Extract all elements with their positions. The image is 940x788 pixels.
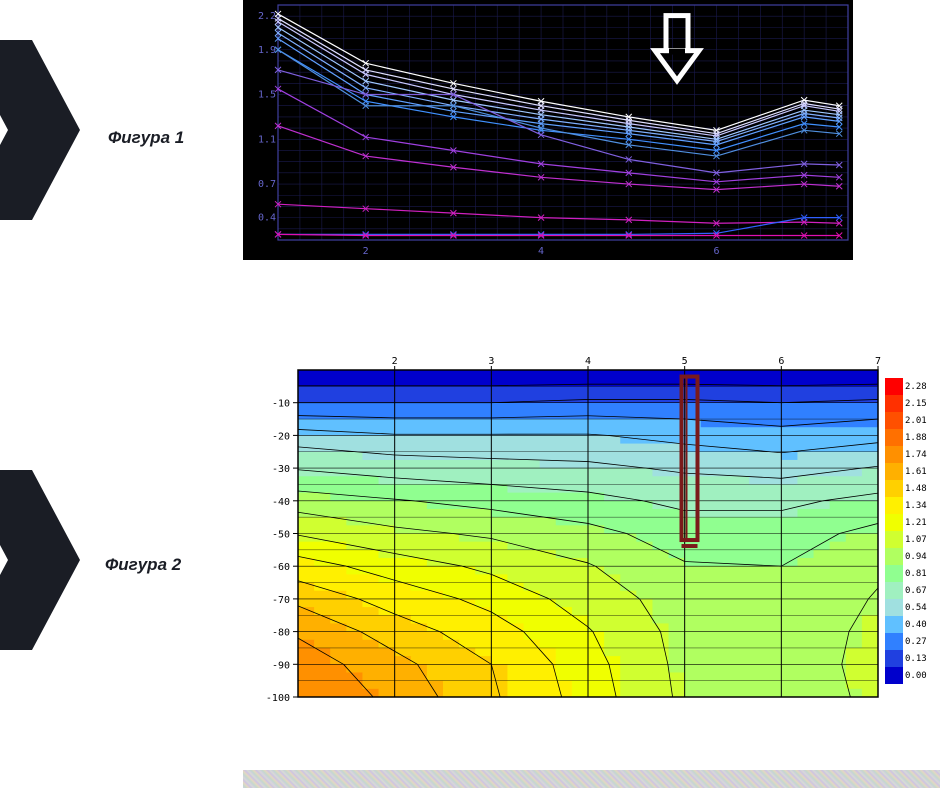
legend-swatch bbox=[885, 565, 903, 582]
figure2-label: Фигура 2 bbox=[105, 555, 181, 575]
svg-text:1.5: 1.5 bbox=[258, 90, 276, 101]
legend-row: 1.07 bbox=[885, 531, 940, 548]
svg-text:1.1: 1.1 bbox=[258, 134, 276, 145]
contour-heatmap: 2 3 4 5 6 7 -10 -20 -30 -40 -50 -60 -70 -80 -90 -100 2.… bbox=[243, 350, 940, 702]
chevron-decor-2 bbox=[0, 470, 80, 650]
legend-value: 0.67 bbox=[905, 586, 927, 596]
svg-text:-30: -30 bbox=[272, 464, 290, 475]
legend-value: 2.28 bbox=[905, 382, 927, 392]
legend-row: 0.94 bbox=[885, 548, 940, 565]
chevron-decor-1 bbox=[0, 40, 80, 220]
legend-row: 0.67 bbox=[885, 582, 940, 599]
svg-text:-60: -60 bbox=[272, 562, 290, 573]
legend-swatch bbox=[885, 480, 903, 497]
svg-text:2: 2 bbox=[363, 246, 369, 257]
svg-text:4: 4 bbox=[538, 246, 544, 257]
legend-row: 1.48 bbox=[885, 480, 940, 497]
legend-swatch bbox=[885, 378, 903, 395]
svg-text:4: 4 bbox=[585, 356, 591, 367]
svg-text:-20: -20 bbox=[272, 431, 290, 442]
legend-row: 2.28 bbox=[885, 378, 940, 395]
legend-value: 2.01 bbox=[905, 416, 927, 426]
legend-value: 0.94 bbox=[905, 552, 927, 562]
legend-swatch bbox=[885, 497, 903, 514]
legend-value: 1.34 bbox=[905, 501, 927, 511]
legend-row: 0.81 bbox=[885, 565, 940, 582]
legend-swatch bbox=[885, 599, 903, 616]
legend-swatch bbox=[885, 667, 903, 684]
svg-text:-100: -100 bbox=[266, 693, 290, 702]
legend-value: 1.07 bbox=[905, 535, 927, 545]
svg-text:1.9: 1.9 bbox=[258, 45, 276, 56]
legend-row: 0.27 bbox=[885, 633, 940, 650]
svg-text:0.4: 0.4 bbox=[258, 213, 276, 224]
svg-text:5: 5 bbox=[682, 356, 688, 367]
legend-swatch bbox=[885, 650, 903, 667]
legend-row: 2.15 bbox=[885, 395, 940, 412]
legend-swatch bbox=[885, 616, 903, 633]
line-chart-svg: 0.4 0.7 1.1 1.5 1.9 2.2 2 4 6 bbox=[243, 0, 853, 260]
line-chart: 0.4 0.7 1.1 1.5 1.9 2.2 2 4 6 bbox=[243, 0, 853, 260]
legend-swatch bbox=[885, 429, 903, 446]
legend-row: 1.34 bbox=[885, 497, 940, 514]
legend-swatch bbox=[885, 633, 903, 650]
svg-text:2: 2 bbox=[392, 356, 398, 367]
svg-text:3: 3 bbox=[488, 356, 494, 367]
legend-row: 2.01 bbox=[885, 412, 940, 429]
legend-row: 1.21 bbox=[885, 514, 940, 531]
legend-swatch bbox=[885, 446, 903, 463]
legend-row: 0.13 bbox=[885, 650, 940, 667]
legend-swatch bbox=[885, 582, 903, 599]
svg-text:6: 6 bbox=[778, 356, 784, 367]
heatmap-svg: 2 3 4 5 6 7 -10 -20 -30 -40 -50 -60 -70 -80 -90 -100 bbox=[243, 350, 883, 702]
legend-value: 0.13 bbox=[905, 654, 927, 664]
svg-text:-70: -70 bbox=[272, 595, 290, 606]
noise-strip bbox=[243, 770, 940, 788]
legend-row: 1.61 bbox=[885, 463, 940, 480]
svg-text:-40: -40 bbox=[272, 497, 290, 508]
legend-row: 0.00 bbox=[885, 667, 940, 684]
legend-swatch bbox=[885, 463, 903, 480]
legend-swatch bbox=[885, 412, 903, 429]
figure1-label: Фигура 1 bbox=[108, 128, 184, 148]
legend-value: 1.74 bbox=[905, 450, 927, 460]
svg-text:0.7: 0.7 bbox=[258, 179, 276, 190]
legend-value: 2.15 bbox=[905, 399, 927, 409]
legend-row: 0.54 bbox=[885, 599, 940, 616]
legend-value: 1.88 bbox=[905, 433, 927, 443]
legend-swatch bbox=[885, 548, 903, 565]
svg-text:-80: -80 bbox=[272, 628, 290, 639]
svg-text:-50: -50 bbox=[272, 530, 290, 541]
legend-value: 1.61 bbox=[905, 467, 927, 477]
svg-text:-10: -10 bbox=[272, 399, 290, 410]
legend-row: 1.88 bbox=[885, 429, 940, 446]
legend-value: 0.81 bbox=[905, 569, 927, 579]
legend-swatch bbox=[885, 395, 903, 412]
svg-text:6: 6 bbox=[713, 246, 719, 257]
svg-text:-90: -90 bbox=[272, 660, 290, 671]
legend-swatch bbox=[885, 531, 903, 548]
svg-text:7: 7 bbox=[875, 356, 881, 367]
legend-value: 0.00 bbox=[905, 671, 927, 681]
legend-row: 0.40 bbox=[885, 616, 940, 633]
legend-value: 0.40 bbox=[905, 620, 927, 630]
legend-value: 0.54 bbox=[905, 603, 927, 613]
legend-swatch bbox=[885, 514, 903, 531]
svg-text:2.2: 2.2 bbox=[258, 11, 276, 22]
legend-value: 1.21 bbox=[905, 518, 927, 528]
legend-value: 0.27 bbox=[905, 637, 927, 647]
colorbar-legend: 2.28 2.15 2.01 1.88 1.74 1.61 1.48 1.34 1.21 1.07… bbox=[885, 378, 940, 684]
legend-row: 1.74 bbox=[885, 446, 940, 463]
legend-value: 1.48 bbox=[905, 484, 927, 494]
